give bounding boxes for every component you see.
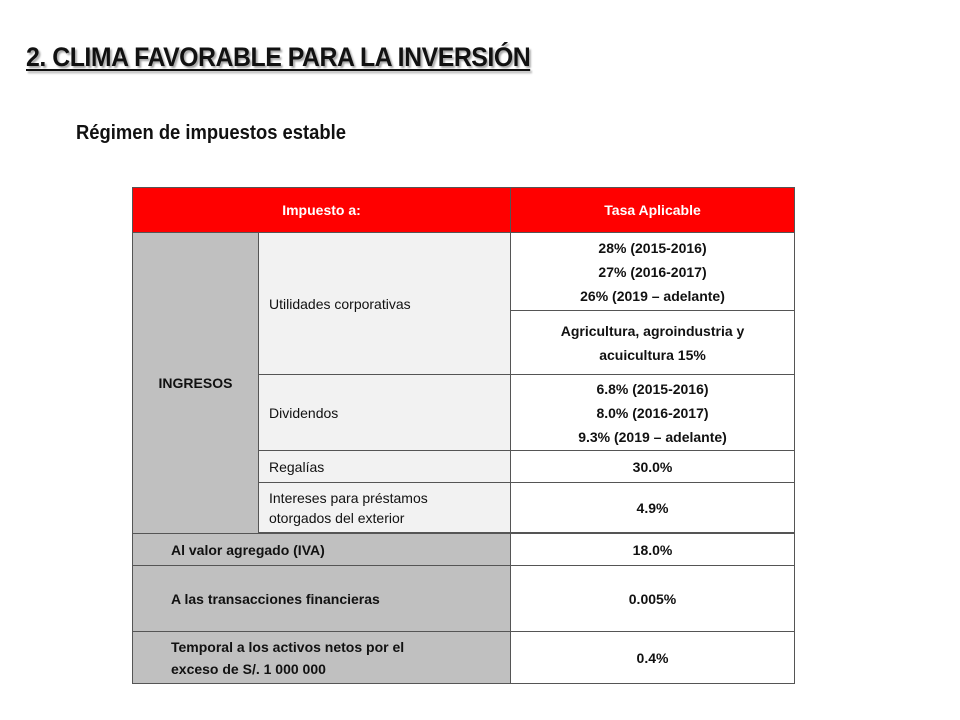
iva-rate: 18.0% [510, 533, 796, 566]
temporal-rate: 0.4% [510, 631, 796, 684]
header-impuesto: Impuesto a: [131, 187, 512, 233]
transacciones-rate: 0.005% [510, 565, 796, 632]
rate-line: acuicultura 15% [599, 346, 706, 363]
rate-line: 8.0% (2016-2017) [596, 404, 709, 421]
tax-table: Impuesto a: Tasa Aplicable INGRESOS Util… [131, 187, 796, 684]
utilidades-rates: 28% (2015-2016) 27% (2016-2017) 26% (201… [510, 232, 796, 311]
agro-rate: Agricultura, agroindustria y acuicultura… [510, 310, 796, 375]
table-header-row: Impuesto a: Tasa Aplicable [131, 187, 796, 233]
page-subtitle: Régimen de impuestos estable [76, 122, 346, 144]
rate-line: 26% (2019 – adelante) [580, 287, 725, 304]
label-line: Intereses para préstamos [269, 489, 428, 506]
table-row: A las transacciones financieras 0.005% [131, 565, 796, 632]
label-line: otorgados del exterior [269, 509, 405, 526]
intereses-rate: 4.9% [510, 482, 796, 533]
rate-line: 6.8% (2015-2016) [596, 380, 709, 397]
regalias-label: Regalías [257, 450, 512, 483]
header-tasa: Tasa Aplicable [510, 187, 796, 233]
rate-line: 27% (2016-2017) [598, 263, 707, 280]
ingresos-cell: INGRESOS [132, 232, 259, 534]
rate-line: 9.3% (2019 – adelante) [578, 428, 727, 445]
iva-label: Al valor agregado (IVA) [131, 533, 512, 566]
transacciones-label: A las transacciones financieras [131, 565, 512, 632]
intereses-label: Intereses para préstamos otorgados del e… [257, 482, 512, 533]
dividendos-label: Dividendos [257, 374, 512, 451]
table-row: Dividendos 6.8% (2015-2016) 8.0% (2016-2… [133, 374, 796, 451]
utilidades-label: Utilidades corporativas [257, 232, 512, 375]
rate-line: 28% (2015-2016) [598, 239, 707, 256]
rate-line: Agricultura, agroindustria y [560, 322, 745, 339]
temporal-label: Temporal a los activos netos por el exce… [131, 631, 512, 684]
table-row: Agricultura, agroindustria y acuicultura… [133, 310, 796, 375]
label-line: Temporal a los activos netos por el [171, 638, 405, 655]
label-line: exceso de S/. 1 000 000 [171, 660, 326, 677]
regalias-rate: 30.0% [510, 450, 796, 483]
table-row: Temporal a los activos netos por el exce… [131, 631, 796, 684]
table-row: Al valor agregado (IVA) 18.0% [131, 533, 796, 566]
page-title: 2. CLIMA FAVORABLE PARA LA INVERSIÓN [26, 42, 531, 72]
table-row: INGRESOS Utilidades corporativas 28% (20… [132, 232, 796, 534]
dividendos-rates: 6.8% (2015-2016) 8.0% (2016-2017) 9.3% (… [510, 374, 796, 451]
table-row: Intereses para préstamos otorgados del e… [133, 482, 796, 533]
